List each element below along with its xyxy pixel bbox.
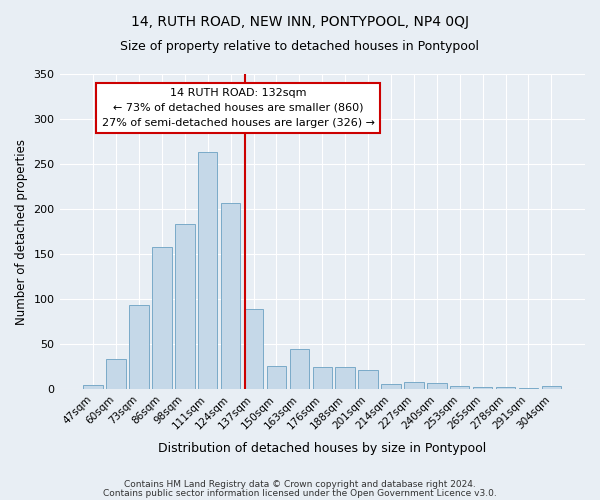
Bar xyxy=(244,309,263,389)
Bar xyxy=(404,382,424,389)
Text: Size of property relative to detached houses in Pontypool: Size of property relative to detached ho… xyxy=(121,40,479,53)
Bar xyxy=(152,247,172,389)
Bar xyxy=(83,384,103,389)
Text: 14 RUTH ROAD: 132sqm
← 73% of detached houses are smaller (860)
27% of semi-deta: 14 RUTH ROAD: 132sqm ← 73% of detached h… xyxy=(101,88,374,128)
Bar xyxy=(450,386,469,389)
Y-axis label: Number of detached properties: Number of detached properties xyxy=(15,138,28,324)
Bar xyxy=(381,384,401,389)
Bar xyxy=(473,388,493,389)
Text: Contains HM Land Registry data © Crown copyright and database right 2024.: Contains HM Land Registry data © Crown c… xyxy=(124,480,476,489)
Bar xyxy=(221,203,241,389)
Text: Contains public sector information licensed under the Open Government Licence v3: Contains public sector information licen… xyxy=(103,489,497,498)
Bar xyxy=(198,152,217,389)
Bar xyxy=(267,366,286,389)
Bar xyxy=(427,383,446,389)
Bar xyxy=(175,224,194,389)
Bar xyxy=(496,388,515,389)
Bar xyxy=(519,388,538,389)
Text: 14, RUTH ROAD, NEW INN, PONTYPOOL, NP4 0QJ: 14, RUTH ROAD, NEW INN, PONTYPOOL, NP4 0… xyxy=(131,15,469,29)
Bar xyxy=(106,360,126,389)
Bar xyxy=(335,366,355,389)
X-axis label: Distribution of detached houses by size in Pontypool: Distribution of detached houses by size … xyxy=(158,442,487,455)
Bar xyxy=(290,348,309,389)
Bar xyxy=(542,386,561,389)
Bar xyxy=(129,304,149,389)
Bar xyxy=(358,370,378,389)
Bar xyxy=(313,366,332,389)
